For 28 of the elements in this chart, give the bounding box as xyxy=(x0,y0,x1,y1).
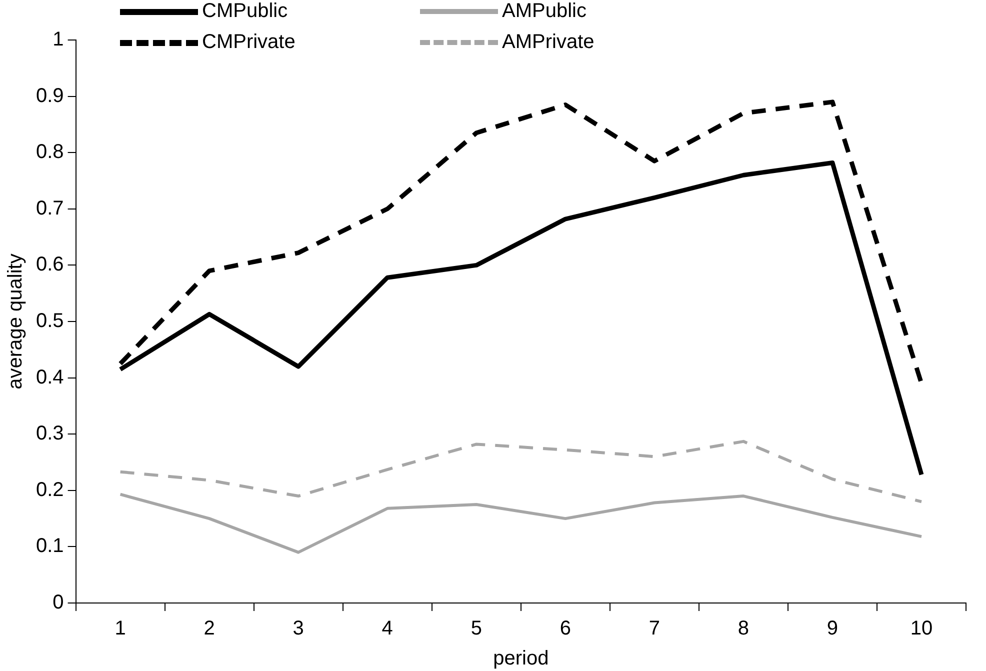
x-tick-label: 5 xyxy=(470,618,482,640)
x-tick-label: 7 xyxy=(648,618,660,640)
x-tick-label: 1 xyxy=(114,618,126,640)
y-tick-label: 0.3 xyxy=(36,422,64,445)
x-axis-title: period xyxy=(493,648,549,670)
legend-label: AMPublic xyxy=(502,0,586,23)
y-tick-label: 0.4 xyxy=(36,366,64,388)
y-tick-label: 0.2 xyxy=(36,478,64,501)
y-tick-label: 0.8 xyxy=(36,141,64,164)
legend-label: AMPrivate xyxy=(502,31,594,54)
y-tick-label: 1 xyxy=(52,28,64,51)
y-tick-label: 0.6 xyxy=(36,254,64,276)
y-tick-label: 0.5 xyxy=(36,310,64,332)
x-tick-label: 4 xyxy=(382,618,393,640)
x-tick-label: 2 xyxy=(204,618,215,640)
x-tick-label: 6 xyxy=(560,618,571,640)
x-tick-label: 3 xyxy=(292,618,304,640)
y-tick-label: 0.7 xyxy=(36,197,64,220)
y-tick-label: 0 xyxy=(52,592,64,614)
legend-label: CMPublic xyxy=(202,0,288,23)
y-tick-label: 0.1 xyxy=(36,535,64,558)
x-tick-label: 10 xyxy=(910,618,933,640)
y-axis-title: average quality xyxy=(4,254,27,390)
x-tick-label: 8 xyxy=(738,618,750,640)
x-tick-label: 9 xyxy=(826,618,838,640)
line-series xyxy=(118,440,923,504)
legend-label: CMPrivate xyxy=(202,31,296,54)
y-tick-label: 0.9 xyxy=(36,84,64,107)
